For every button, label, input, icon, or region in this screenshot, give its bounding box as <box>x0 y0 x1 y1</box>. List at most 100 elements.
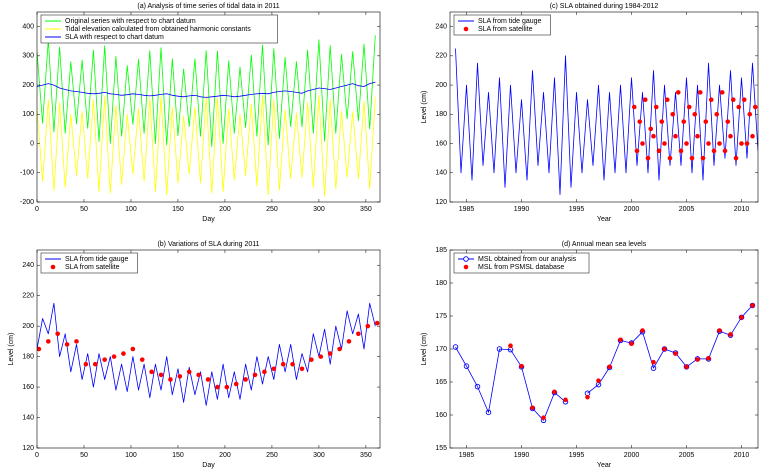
series-line <box>455 305 753 421</box>
x-axis-label: Year <box>597 216 612 223</box>
legend-box <box>40 14 278 44</box>
data-point <box>55 331 60 337</box>
data-point <box>689 155 695 161</box>
legend-swatch <box>463 26 469 32</box>
legend-swatch <box>463 264 469 270</box>
data-point <box>650 365 657 371</box>
panel: (a) Analysis of time series of tidal dat… <box>20 3 381 223</box>
data-point <box>750 133 755 139</box>
data-point <box>474 383 481 390</box>
data-point <box>714 112 720 117</box>
y-tick-label: 0 <box>30 140 34 147</box>
x-tick-label: 350 <box>360 452 372 459</box>
data-point <box>139 357 145 362</box>
y-tick-label: 160 <box>435 412 447 419</box>
data-point <box>271 366 277 372</box>
y-tick-label: 200 <box>22 323 34 330</box>
series-line <box>37 81 376 98</box>
data-point <box>519 363 524 369</box>
x-tick-label: 1995 <box>569 452 585 459</box>
panel: (b) Variations of SLA during 2011 Day Leve… <box>8 241 381 469</box>
data-point <box>651 359 656 365</box>
x-tick-label: 200 <box>219 452 231 459</box>
data-point <box>158 372 164 378</box>
y-tick-label: 155 <box>435 445 447 452</box>
plot <box>455 48 758 196</box>
data-point <box>205 377 211 382</box>
data-point <box>280 361 286 367</box>
data-point <box>290 361 295 367</box>
data-point <box>252 372 258 378</box>
y-tick-label: -100 <box>20 170 34 177</box>
data-point <box>629 341 634 347</box>
data-point <box>149 369 154 375</box>
panel: (d) Annual mean sea levels Year Level (cm)… <box>421 241 759 469</box>
y-tick-label: 400 <box>22 23 34 30</box>
data-point <box>45 339 51 344</box>
x-axis-label: Day <box>202 462 215 469</box>
data-point <box>452 344 459 350</box>
x-tick-label: 0 <box>35 452 39 459</box>
data-point <box>631 104 637 110</box>
x-tick-label: 0 <box>35 206 39 213</box>
data-point <box>530 405 535 411</box>
data-point <box>177 374 183 379</box>
x-tick-label: 350 <box>360 206 372 213</box>
data-point <box>706 141 711 146</box>
plot-area <box>37 250 380 448</box>
data-point <box>673 351 678 356</box>
data-point <box>747 112 753 117</box>
data-point <box>92 361 98 367</box>
data-point <box>728 332 733 337</box>
x-tick-label: 300 <box>313 206 325 213</box>
data-point <box>739 141 744 146</box>
x-tick-label: 1995 <box>569 206 585 213</box>
data-point <box>215 384 220 390</box>
x-tick-label: 1990 <box>514 452 530 459</box>
y-tick-label: 100 <box>22 111 34 118</box>
data-point <box>642 97 648 102</box>
data-point <box>585 394 590 400</box>
data-point <box>750 303 755 308</box>
data-point <box>508 343 513 349</box>
axes-frame <box>449 11 759 203</box>
data-point <box>111 354 117 359</box>
data-point <box>670 112 676 117</box>
data-point <box>678 148 684 154</box>
plot-area <box>450 250 758 448</box>
data-point <box>645 155 651 161</box>
y-tick-label: 240 <box>22 262 34 269</box>
data-point <box>607 364 612 370</box>
data-point <box>37 346 42 352</box>
data-point <box>130 346 136 352</box>
data-point <box>365 323 371 329</box>
x-tick-label: 1990 <box>514 206 530 213</box>
data-point <box>374 320 380 326</box>
legend-box <box>453 14 551 36</box>
x-tick-label: 300 <box>313 452 325 459</box>
y-tick-label: 180 <box>22 353 34 360</box>
data-point <box>102 357 107 362</box>
y-axis-label: Level (cm) <box>421 333 428 366</box>
x-tick-label: 250 <box>266 206 278 213</box>
data-point <box>541 415 546 420</box>
y-tick-label: 120 <box>22 445 34 452</box>
data-point <box>733 155 739 161</box>
data-point <box>196 372 201 378</box>
data-point <box>717 141 722 146</box>
y-tick-label: 220 <box>22 293 34 300</box>
data-point <box>662 141 667 146</box>
y-tick-label: 140 <box>435 170 447 177</box>
data-point <box>681 119 687 124</box>
data-point <box>730 97 736 102</box>
data-point <box>673 133 678 139</box>
x-tick-label: 1985 <box>459 452 475 459</box>
data-point <box>667 155 673 161</box>
data-point <box>744 141 750 146</box>
y-tick-label: 170 <box>435 346 447 353</box>
data-point <box>656 148 662 154</box>
